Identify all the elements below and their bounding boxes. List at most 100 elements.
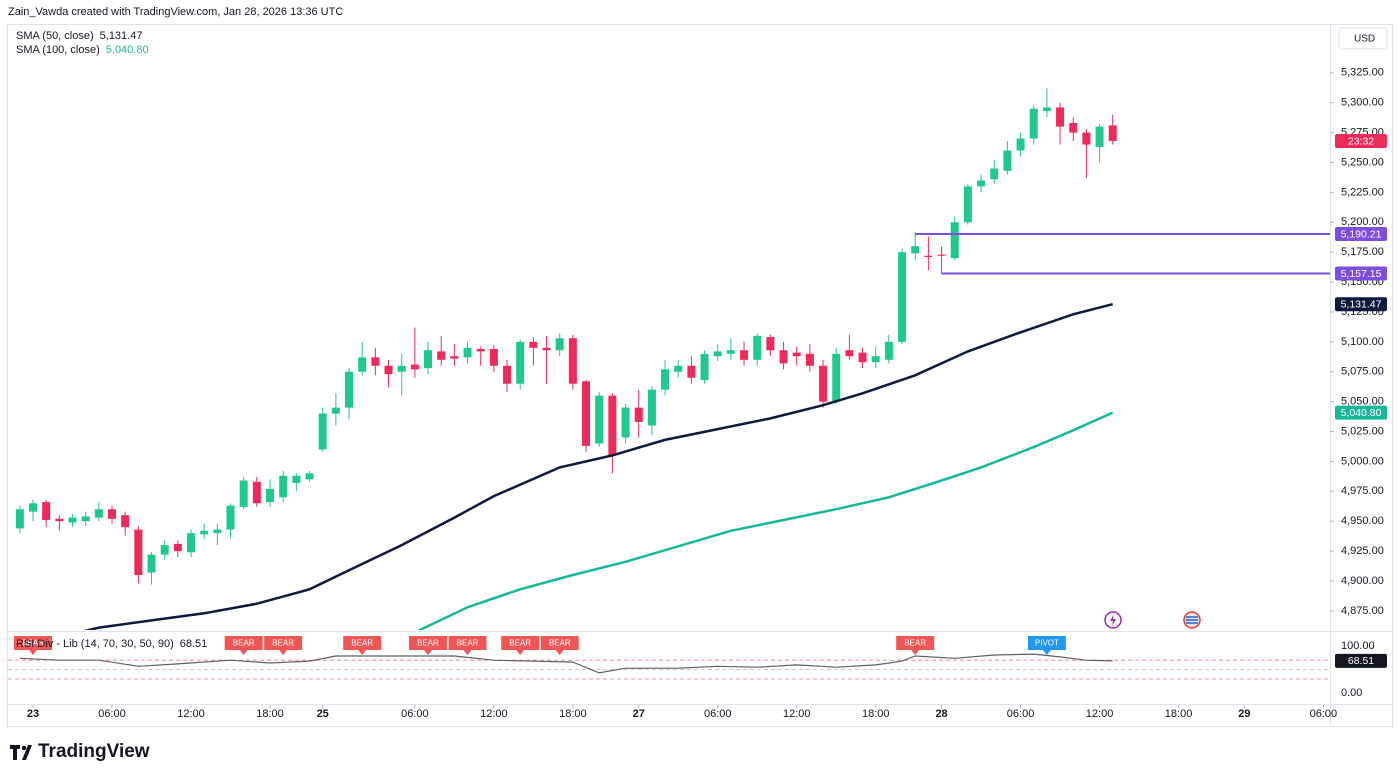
candle-body xyxy=(55,518,64,522)
candle-body xyxy=(410,364,419,370)
candle-body xyxy=(252,481,261,504)
candle-body xyxy=(963,186,972,223)
signal-marker xyxy=(896,636,935,655)
header: Zain_Vawda created with TradingView.com,… xyxy=(8,6,343,18)
y-tick-label: 5,300.00 xyxy=(1341,97,1384,109)
candle-body xyxy=(516,341,525,384)
candle-body xyxy=(94,509,103,518)
y-tick-label: 5,025.00 xyxy=(1341,425,1384,437)
sma-line xyxy=(417,411,1114,630)
candle-body xyxy=(279,475,288,498)
sma-line xyxy=(83,302,1114,630)
candle-body xyxy=(924,255,933,257)
candle-body xyxy=(476,349,485,352)
icons xyxy=(1104,611,1201,629)
brand-logo xyxy=(10,745,32,760)
candle-body xyxy=(463,347,472,358)
candle-body xyxy=(200,530,209,535)
y-tick-label: 4,975.00 xyxy=(1341,485,1384,497)
candle-body xyxy=(753,335,762,360)
candle-body xyxy=(542,347,551,351)
candle-body xyxy=(450,356,459,359)
y-tick-label: 5,100.00 xyxy=(1341,336,1384,348)
candle-body xyxy=(713,351,722,357)
signal-label: BEAR xyxy=(904,639,926,648)
y-tick-label: 5,200.00 xyxy=(1341,216,1384,228)
signal-marker xyxy=(343,636,382,655)
price-badge xyxy=(1335,297,1387,312)
signal-label: BEAR xyxy=(233,639,255,648)
candle-body xyxy=(42,502,51,520)
candle-body xyxy=(634,407,643,422)
candle-body xyxy=(108,509,117,519)
candle-body xyxy=(700,353,709,381)
candle-body xyxy=(292,475,301,483)
candle-body xyxy=(345,371,354,408)
y-tick-label: 4,925.00 xyxy=(1341,545,1384,557)
y-tick-label: 4,900.00 xyxy=(1341,575,1384,587)
candle-body xyxy=(424,350,433,369)
candle-body xyxy=(977,180,986,187)
legend-name: RSI Div - Lib (14, 70, 30, 50, 90) xyxy=(16,638,174,650)
y-tick-label: 5,075.00 xyxy=(1341,366,1384,378)
candle-body xyxy=(608,395,617,456)
candle-body xyxy=(68,517,77,523)
x-tick-label: 18:00 xyxy=(559,708,587,720)
candle-body xyxy=(15,509,24,529)
signal-marker xyxy=(540,636,579,655)
x-tick-label: 06:00 xyxy=(401,708,429,720)
signal-marker xyxy=(14,636,53,655)
x-tick-label: 06:00 xyxy=(98,708,126,720)
candle-body xyxy=(1069,123,1078,133)
overlay: BEAR BEAR BEAR BEAR BEAR BEAR BEAR BEAR BEAR PIVO… xyxy=(14,636,1066,655)
signal-marker xyxy=(409,636,448,655)
rsi-tick-label: 100.00 xyxy=(1341,640,1375,652)
x-tick-label: 12:00 xyxy=(177,708,205,720)
price-pane xyxy=(15,88,1330,630)
candle-body xyxy=(990,168,999,180)
signal-label: BEAR xyxy=(417,639,439,648)
x-tick-label: 25 xyxy=(317,708,329,720)
legend-name: SMA (50, close) xyxy=(16,30,94,42)
candle-body xyxy=(226,505,235,530)
candle-body xyxy=(121,515,130,528)
candle-body xyxy=(582,381,591,446)
candle-body xyxy=(489,349,498,366)
rsi-line xyxy=(19,653,1113,674)
signal-label: BEAR xyxy=(351,639,373,648)
x-tick-label: 12:00 xyxy=(1086,708,1114,720)
candle-body xyxy=(555,338,564,351)
legend-name: SMA (100, close) xyxy=(16,44,100,56)
candle-body xyxy=(358,357,367,372)
price-badge xyxy=(1335,653,1387,668)
candle-body xyxy=(318,413,327,450)
x-tick-label: 06:00 xyxy=(1310,708,1338,720)
price-badge-label: 23:32 xyxy=(1348,135,1374,147)
candle-body xyxy=(674,365,683,372)
currency-button[interactable] xyxy=(1338,27,1388,50)
x-tick-label: 28 xyxy=(935,708,947,720)
currency[interactable]: USD xyxy=(1354,34,1375,45)
x-tick-label: 29 xyxy=(1238,708,1250,720)
y-tick-label: 4,950.00 xyxy=(1341,515,1384,527)
candle-body xyxy=(239,480,248,507)
legend-value: 5,040.80 xyxy=(106,44,149,56)
candle-body xyxy=(371,357,380,366)
x-tick-label: 12:00 xyxy=(783,708,811,720)
price-badge-label: 5,190.21 xyxy=(1341,228,1382,240)
signal-marker xyxy=(501,636,540,655)
price-badge-label: 5,157.15 xyxy=(1341,268,1382,280)
signal-marker xyxy=(224,636,263,655)
y-tick-label: 4,875.00 xyxy=(1341,605,1384,617)
candle-body xyxy=(397,365,406,372)
rsi-pane xyxy=(8,653,1330,680)
y-tick-label: 5,050.00 xyxy=(1341,396,1384,408)
candle-body xyxy=(832,353,841,402)
signal-marker xyxy=(448,636,487,655)
candle-body xyxy=(305,473,314,480)
candle-body xyxy=(81,516,90,522)
signal-label: BEAR xyxy=(457,639,479,648)
candle-body xyxy=(779,350,788,364)
y-tick-label: 5,325.00 xyxy=(1341,67,1384,79)
